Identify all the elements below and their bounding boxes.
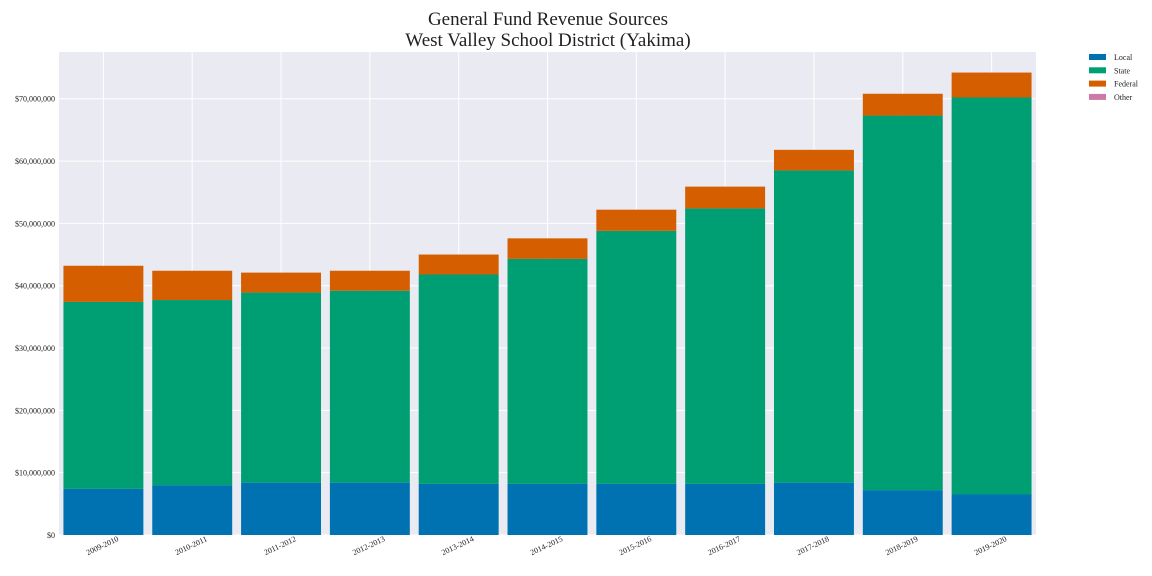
legend-swatch-local xyxy=(1089,54,1106,60)
x-tick-label: 2009-2010 xyxy=(85,534,120,557)
legend-label-federal: Federal xyxy=(1114,80,1139,89)
bar-state-2014-2015 xyxy=(507,258,588,484)
bar-state-2009-2010 xyxy=(63,301,144,489)
y-axis: $0 $10,000,000 $20,000,000 $30,000,000 $40,0… xyxy=(15,95,55,540)
bar-local-2017-2018 xyxy=(773,482,854,535)
bar-local-2018-2019 xyxy=(862,490,943,535)
legend-swatch-state xyxy=(1089,67,1106,74)
x-tick-label: 2017-2018 xyxy=(795,534,830,557)
bar-federal-2009-2010 xyxy=(63,265,144,302)
bar-federal-2013-2014 xyxy=(418,254,499,275)
bar-local-2016-2017 xyxy=(685,483,766,535)
x-tick-label: 2012-2013 xyxy=(351,534,386,557)
legend: Local State Federal Other xyxy=(1089,53,1139,102)
bar-state-2016-2017 xyxy=(685,208,766,484)
bar-local-2013-2014 xyxy=(418,483,499,535)
bar-federal-2018-2019 xyxy=(862,93,943,116)
y-tick-label: $40,000,000 xyxy=(15,282,55,291)
bar-federal-2015-2016 xyxy=(596,209,677,231)
bar-federal-2019-2020 xyxy=(951,72,1032,98)
x-tick-label: 2011-2012 xyxy=(263,534,298,557)
y-tick-label: $30,000,000 xyxy=(15,344,55,353)
bar-local-2019-2020 xyxy=(951,494,1032,535)
x-tick-label: 2019-2020 xyxy=(973,534,1008,557)
bar-state-2017-2018 xyxy=(773,170,854,483)
bar-state-2010-2011 xyxy=(152,300,233,486)
y-tick-label: $0 xyxy=(47,531,55,540)
legend-label-local: Local xyxy=(1114,53,1133,62)
bar-state-2019-2020 xyxy=(951,97,1032,495)
y-tick-label: $20,000,000 xyxy=(15,406,55,415)
legend-label-other: Other xyxy=(1114,93,1133,102)
x-tick-label: 2010-2011 xyxy=(174,534,209,557)
bar-state-2011-2012 xyxy=(241,292,322,483)
bar-local-2010-2011 xyxy=(152,485,233,535)
bar-federal-2010-2011 xyxy=(152,270,233,301)
bar-local-2015-2016 xyxy=(596,483,677,535)
x-tick-label: 2013-2014 xyxy=(440,534,475,557)
legend-label-state: State xyxy=(1114,66,1130,75)
x-tick-label: 2015-2016 xyxy=(618,534,653,557)
bar-local-2012-2013 xyxy=(329,482,410,535)
bar-federal-2017-2018 xyxy=(773,149,854,171)
legend-swatch-federal xyxy=(1089,80,1106,87)
x-tick-label: 2014-2015 xyxy=(529,534,564,557)
chart-subtitle: West Valley School District (Yakima) xyxy=(405,30,690,51)
x-tick-label: 2016-2017 xyxy=(706,534,741,557)
bar-federal-2014-2015 xyxy=(507,238,588,259)
x-axis: 2009-2010 2010-2011 2011-2012 2012-2013 2013… xyxy=(85,534,1008,557)
y-tick-label: $50,000,000 xyxy=(15,219,55,228)
legend-swatch-other xyxy=(1089,93,1106,100)
bar-state-2012-2013 xyxy=(329,290,410,483)
y-tick-label: $60,000,000 xyxy=(15,157,55,166)
bar-federal-2011-2012 xyxy=(241,272,322,293)
chart-title: General Fund Revenue Sources xyxy=(428,9,668,30)
bar-state-2015-2016 xyxy=(596,230,677,484)
bars xyxy=(63,72,1032,535)
bar-local-2014-2015 xyxy=(507,483,588,535)
bar-local-2011-2012 xyxy=(241,482,322,535)
bar-federal-2016-2017 xyxy=(685,186,766,209)
y-tick-label: $70,000,000 xyxy=(15,95,55,104)
y-tick-label: $10,000,000 xyxy=(15,469,55,478)
x-tick-label: 2018-2019 xyxy=(884,534,919,557)
bar-local-2009-2010 xyxy=(63,488,144,535)
bar-state-2018-2019 xyxy=(862,115,943,491)
bar-federal-2012-2013 xyxy=(329,270,410,291)
bar-state-2013-2014 xyxy=(418,274,499,484)
